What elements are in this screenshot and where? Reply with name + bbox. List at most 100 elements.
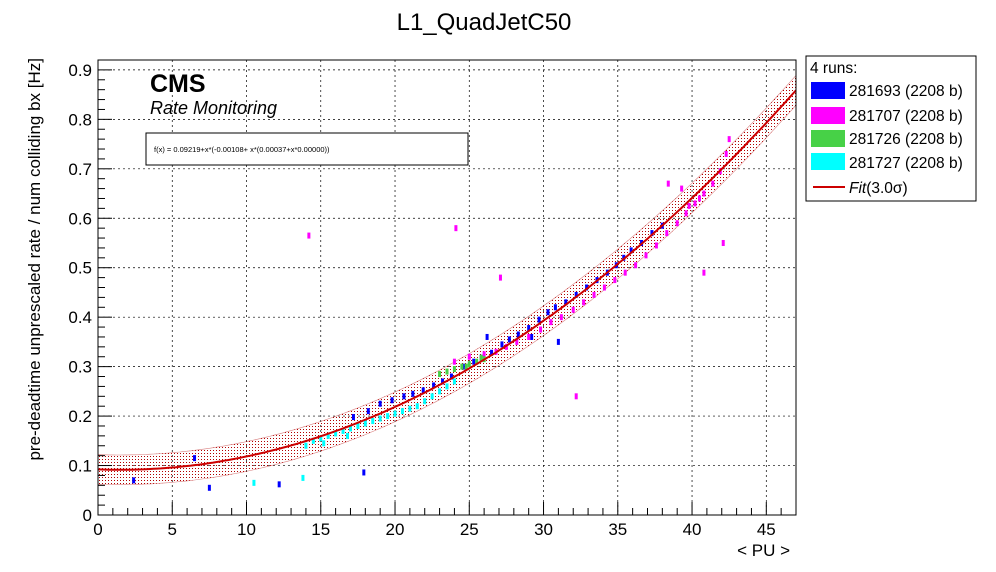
data-point-run-281727 (363, 420, 367, 427)
y-tick-label: 0.8 (68, 110, 92, 129)
data-point-run-281693 (432, 382, 436, 389)
data-point-run-281707 (527, 333, 531, 340)
y-tick-label: 0 (83, 506, 92, 525)
data-point-run-281707 (571, 306, 575, 313)
x-axis-title: < PU > (737, 541, 790, 560)
y-axis-title: pre-deadtime unprescaled rate / num coll… (25, 58, 44, 461)
data-point-run-281707 (654, 242, 658, 249)
legend-header: 4 runs: (810, 60, 857, 77)
data-point-run-281707 (482, 351, 486, 358)
legend-fit-label: Fit(3.0σ) (849, 180, 908, 197)
data-point-run-281707 (634, 262, 638, 269)
data-point-run-281727 (326, 432, 330, 439)
fit-curve (98, 89, 796, 471)
y-tick-label: 0.7 (68, 160, 92, 179)
data-point-run-281707 (721, 239, 725, 246)
data-point-run-281707 (697, 195, 701, 202)
data-point-run-281693 (490, 349, 494, 356)
data-point-run-281693 (516, 331, 520, 338)
data-point-run-281727 (415, 403, 419, 410)
x-tick-label: 40 (683, 520, 702, 539)
data-point-run-281693 (277, 481, 281, 488)
data-point-run-281727 (378, 415, 382, 422)
data-point-run-281726 (445, 368, 449, 375)
data-point-run-281707 (727, 136, 731, 143)
data-point-run-281693 (527, 325, 531, 332)
data-point-run-281727 (400, 408, 404, 415)
data-point-run-281693 (378, 400, 382, 407)
plot-area (98, 60, 796, 515)
data-point-run-281707 (687, 202, 691, 209)
data-point-run-281727 (301, 474, 305, 481)
legend-swatch-281727 (811, 153, 845, 170)
y-axis: 0 0.1 0.2 0.3 0.4 0.5 0.6 0.7 0.8 0.9 (68, 59, 112, 525)
x-tick-label: 35 (608, 520, 627, 539)
data-point-run-281707 (539, 326, 543, 333)
data-point-run-281693 (366, 408, 370, 415)
data-point-run-281707 (559, 314, 563, 321)
x-tick-label: 0 (93, 520, 102, 539)
data-point-run-281726 (475, 358, 479, 365)
y-tick-label: 0.9 (68, 61, 92, 80)
legend-label-281727: 281727 (2208 b) (849, 155, 963, 172)
x-tick-label: 15 (311, 520, 330, 539)
data-point-run-281693 (585, 284, 589, 291)
data-point-run-281693 (553, 304, 557, 311)
y-tick-label: 0.1 (68, 457, 92, 476)
data-point-run-281727 (393, 410, 397, 417)
data-point-run-281707 (666, 180, 670, 187)
data-point-run-281693 (650, 230, 654, 237)
data-point-run-281726 (464, 363, 468, 370)
fit-confidence-band (98, 75, 796, 485)
data-point-run-281707 (693, 200, 697, 207)
data-point-run-281727 (356, 422, 360, 429)
data-point-run-281707 (582, 299, 586, 306)
chart-title: L1_QuadJetC50 (397, 9, 572, 36)
data-point-run-281726 (452, 366, 456, 373)
legend-fit-label-suffix: (3.0σ) (866, 180, 907, 197)
data-point-run-281693 (411, 390, 415, 397)
data-point-run-281727 (304, 442, 308, 449)
legend-label-281693: 281693 (2208 b) (849, 83, 963, 100)
legend-label-281707: 281707 (2208 b) (849, 108, 963, 125)
data-point-run-281727 (408, 405, 412, 412)
data-point-run-281707 (684, 210, 688, 217)
data-point-run-281727 (252, 479, 256, 486)
fit-formula-box (145, 132, 469, 166)
data-point-run-281693 (485, 333, 489, 340)
y-tick-label: 0.4 (68, 308, 92, 327)
data-point-run-281693 (193, 455, 197, 462)
data-point-run-281707 (515, 338, 519, 345)
data-point-run-281693 (472, 358, 476, 365)
data-point-run-281693 (530, 333, 534, 340)
y-tick-label: 0.6 (68, 209, 92, 228)
data-point-run-281693 (546, 309, 550, 316)
data-point-run-281727 (452, 378, 456, 385)
data-point-run-281693 (507, 336, 511, 343)
data-point-run-281727 (386, 413, 390, 420)
data-point-run-281707 (498, 274, 502, 281)
data-point-run-281707 (680, 185, 684, 192)
legend-box (805, 55, 977, 202)
data-point-run-281707 (452, 358, 456, 365)
data-point-run-281727 (341, 427, 345, 434)
legend-swatch-281693 (811, 82, 845, 99)
y-tick-label: 0.2 (68, 407, 92, 426)
x-tick-label: 10 (237, 520, 256, 539)
data-point-run-281707 (454, 225, 458, 232)
data-point-run-281693 (449, 373, 453, 380)
data-point-run-281693 (402, 393, 406, 400)
x-tick-label: 30 (534, 520, 553, 539)
x-tick-label: 25 (460, 520, 479, 539)
data-point-run-281726 (479, 354, 483, 361)
data-point-run-281726 (460, 363, 464, 370)
y-tick-label: 0.3 (68, 358, 92, 377)
data-point-run-281693 (629, 247, 633, 254)
data-point-run-281727 (445, 383, 449, 390)
data-point-run-281727 (322, 440, 326, 447)
data-point-run-281707 (602, 284, 606, 291)
data-point-run-281727 (348, 425, 352, 432)
x-tick-label: 45 (757, 520, 776, 539)
data-point-run-281693 (362, 469, 366, 476)
